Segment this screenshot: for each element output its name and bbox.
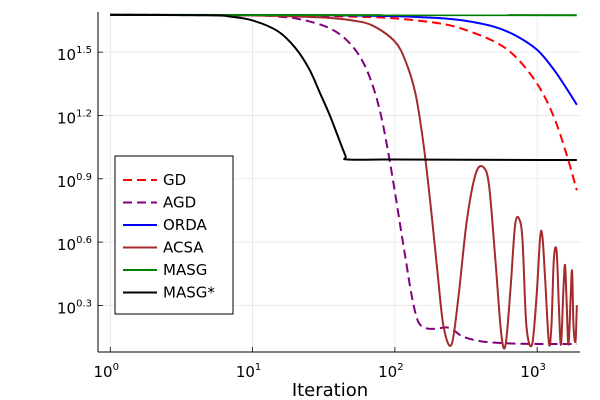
series-line-masg-star bbox=[110, 13, 577, 162]
y-tick-label-exponent: 0.9 bbox=[76, 172, 92, 183]
legend-item-orda: ORDA bbox=[123, 216, 208, 234]
series-line-agd bbox=[110, 13, 577, 346]
legend-item-acsa: ACSA bbox=[123, 239, 204, 257]
x-tick-label-exponent: 3 bbox=[540, 362, 546, 373]
series-lines bbox=[110, 13, 578, 350]
x-tick-label-base: 10 bbox=[94, 363, 113, 381]
y-tick-label-base: 10 bbox=[57, 299, 76, 317]
legend-label: MASG* bbox=[163, 284, 215, 302]
legend-label: ORDA bbox=[163, 216, 208, 234]
legend-label: GD bbox=[163, 171, 186, 189]
legend: GD AGD ORDA ACSA MASG MASG* bbox=[114, 155, 234, 315]
axes bbox=[97, 12, 580, 353]
legend-box bbox=[114, 155, 234, 315]
x-axis-ticks: 100 101 102 103 bbox=[94, 347, 546, 381]
legend-label: ACSA bbox=[163, 239, 204, 257]
legend-label: AGD bbox=[163, 194, 196, 212]
series-line-gd bbox=[110, 13, 578, 191]
x-tick-label-base: 10 bbox=[520, 363, 539, 381]
x-axis-label: Iteration bbox=[292, 380, 368, 400]
x-tick-label: 102 bbox=[378, 362, 403, 381]
y-tick-label: 100.3 bbox=[57, 298, 92, 317]
y-tick-label-exponent: 0.3 bbox=[76, 298, 92, 309]
legend-item-masg-star: MASG* bbox=[123, 284, 215, 302]
legend-item-gd: GD bbox=[123, 171, 186, 189]
legend-item-masg: MASG bbox=[123, 261, 207, 279]
x-tick-label: 103 bbox=[520, 362, 545, 381]
x-tick-label-exponent: 2 bbox=[397, 362, 403, 373]
y-tick-label: 101.2 bbox=[57, 108, 92, 127]
legend-label: MASG bbox=[163, 261, 207, 279]
y-tick-label: 100.6 bbox=[57, 235, 92, 254]
y-tick-label-base: 10 bbox=[57, 109, 76, 127]
x-tick-label: 100 bbox=[94, 362, 119, 381]
y-tick-label-base: 10 bbox=[57, 236, 76, 254]
legend-item-agd: AGD bbox=[123, 194, 196, 212]
x-tick-label-base: 10 bbox=[236, 363, 255, 381]
x-tick-label-base: 10 bbox=[378, 363, 397, 381]
y-tick-label-exponent: 1.2 bbox=[76, 108, 92, 119]
y-tick-label-base: 10 bbox=[57, 173, 76, 191]
y-tick-label-base: 10 bbox=[57, 46, 76, 64]
x-tick-label-exponent: 1 bbox=[255, 362, 261, 373]
series-line-acsa bbox=[110, 13, 578, 350]
x-tick-label-exponent: 0 bbox=[113, 362, 119, 373]
y-tick-label-exponent: 1.5 bbox=[76, 45, 92, 56]
y-tick-label: 101.5 bbox=[57, 45, 92, 64]
y-tick-label-exponent: 0.6 bbox=[76, 235, 92, 246]
y-tick-label: 100.9 bbox=[57, 172, 92, 191]
x-tick-label: 101 bbox=[236, 362, 261, 381]
